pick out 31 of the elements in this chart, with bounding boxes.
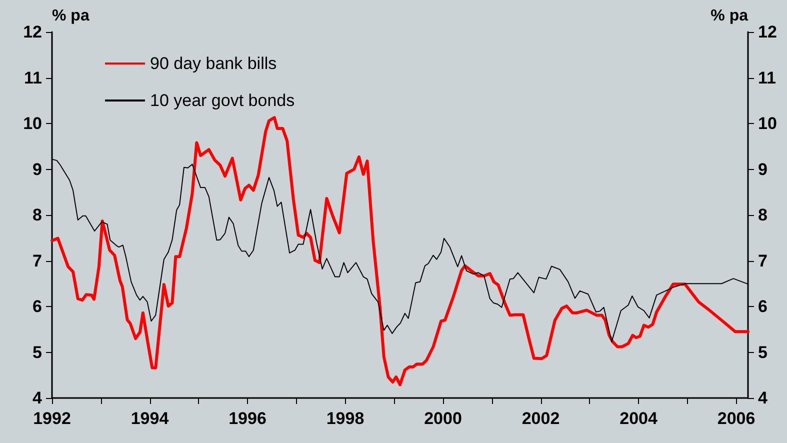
legend-label: 90 day bank bills [150,54,277,73]
y2-tick-label: 12 [758,22,777,42]
x-tick-label: 1992 [33,409,71,428]
y2-tick-label: 8 [758,206,768,224]
y-tick-label: 12 [23,22,42,42]
x-tick-label: 1998 [326,409,364,428]
y-tick-label: 10 [23,114,42,133]
legend-label: 10 year govt bonds [150,91,295,110]
y2-tick-label: 4 [758,388,768,408]
y-tick-label: 9 [32,160,42,179]
y-tick-label: 7 [32,251,42,270]
y-tick-label: 6 [32,297,42,316]
x-tick-label: 2006 [717,409,756,428]
x-tick-label: 2002 [522,409,560,428]
y2-tick-label: 7 [758,251,768,270]
x-tick-label: 1996 [228,409,266,428]
y2-axis-title: % pa [710,8,748,24]
x-tick-label: 1994 [130,409,170,428]
y2-tick-label: 5 [758,342,768,362]
y-tick-label: 5 [32,342,42,362]
y2-tick-label: 10 [758,114,777,133]
y2-tick-label: 9 [758,160,768,179]
y-axis-title: % pa [52,8,90,24]
line-series [50,116,750,386]
y-tick-label: 8 [32,206,42,224]
x-tick-label: 2000 [424,409,462,428]
y-tick-label: 4 [32,388,43,408]
y-tick-label: 11 [24,68,42,88]
x-tick-label: 2004 [620,409,658,428]
y2-tick-label: 11 [758,68,776,88]
y2-tick-label: 6 [758,297,768,316]
